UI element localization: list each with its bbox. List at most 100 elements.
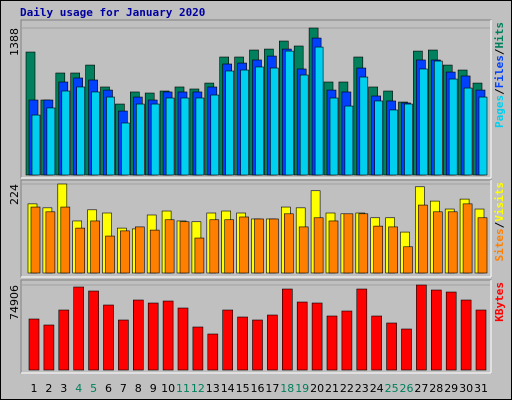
- bar: [371, 315, 383, 371]
- x-tick-label: 5: [90, 382, 97, 395]
- x-tick-label: 28: [429, 382, 443, 395]
- bar: [239, 216, 249, 274]
- legend: Sites/Visits: [493, 182, 506, 262]
- bar: [133, 299, 144, 371]
- x-tick-label: 16: [251, 382, 265, 395]
- bar: [45, 211, 56, 274]
- bar: [31, 114, 41, 176]
- bar: [344, 105, 354, 176]
- bar: [118, 319, 129, 371]
- x-tick-label: 22: [340, 382, 354, 395]
- bar: [147, 302, 159, 371]
- bar: [460, 299, 472, 371]
- bar: [91, 91, 100, 176]
- legend: Pages/Files/Hits: [493, 22, 506, 128]
- bar: [106, 96, 115, 176]
- x-tick-label: 7: [120, 382, 127, 395]
- bar: [61, 90, 71, 176]
- bar: [46, 107, 56, 176]
- bar: [76, 86, 85, 176]
- bar: [356, 288, 368, 371]
- bar: [75, 227, 85, 274]
- bar: [314, 46, 324, 176]
- x-tick-label: 18: [280, 382, 294, 395]
- legend-entry: Pages: [493, 95, 506, 128]
- bar: [149, 229, 160, 274]
- bar: [237, 316, 248, 371]
- bar: [386, 322, 397, 371]
- bar: [165, 97, 175, 176]
- x-tick-label: 4: [75, 382, 82, 395]
- legend-entry: Visits: [493, 182, 506, 222]
- legend-entry: Files: [493, 55, 506, 88]
- bar: [88, 290, 99, 371]
- bar: [373, 225, 384, 274]
- bar: [475, 309, 487, 371]
- bar: [192, 326, 204, 371]
- x-tick-label: 23: [355, 382, 369, 395]
- bar: [177, 307, 189, 371]
- x-tick-label: 6: [105, 382, 112, 395]
- legend-entry: Sites: [493, 228, 506, 261]
- bar: [58, 309, 70, 371]
- bar: [341, 310, 353, 371]
- bar: [240, 69, 249, 176]
- y-tick-label: 74906: [8, 285, 21, 320]
- bar: [313, 217, 324, 274]
- bar: [267, 314, 278, 371]
- bar: [252, 319, 263, 371]
- bar: [401, 328, 412, 371]
- bar: [359, 76, 369, 176]
- x-tick-label: 20: [310, 382, 324, 395]
- bar: [207, 333, 219, 371]
- x-tick-label: 10: [161, 382, 175, 395]
- bar: [447, 211, 458, 274]
- bar: [284, 50, 294, 176]
- bar: [150, 103, 160, 176]
- bar: [432, 211, 443, 274]
- bar: [43, 324, 55, 371]
- bar: [418, 204, 428, 274]
- bar: [222, 309, 233, 371]
- x-tick-label: 13: [206, 382, 220, 395]
- bar: [416, 284, 427, 371]
- x-tick-label: 31: [474, 382, 488, 395]
- bar: [60, 206, 71, 274]
- bar: [224, 219, 234, 274]
- x-tick-label: 8: [135, 382, 142, 395]
- bar: [296, 301, 308, 371]
- bar: [462, 203, 473, 274]
- x-tick-label: 17: [265, 382, 279, 395]
- bar: [255, 66, 264, 176]
- bar: [194, 237, 205, 274]
- bar: [389, 109, 398, 176]
- x-tick-label: 26: [400, 382, 414, 395]
- bar: [135, 226, 145, 274]
- bar: [419, 68, 428, 176]
- bar: [269, 218, 279, 274]
- bar: [121, 122, 130, 176]
- x-tick-label: 1: [31, 382, 38, 395]
- bar: [445, 291, 457, 371]
- x-tick-label: 12: [191, 382, 205, 395]
- x-tick-label: 24: [370, 382, 384, 395]
- x-tick-label: 27: [414, 382, 428, 395]
- bar: [283, 213, 294, 274]
- bar: [328, 220, 339, 274]
- legend-separator: /: [493, 48, 506, 55]
- x-tick-label: 21: [325, 382, 339, 395]
- bar: [478, 96, 488, 176]
- bar: [463, 87, 473, 176]
- bar: [281, 288, 293, 371]
- bar: [430, 289, 442, 371]
- x-tick-label: 29: [444, 382, 458, 395]
- x-tick-label: 2: [45, 382, 52, 395]
- bar: [103, 304, 114, 371]
- legend-entry: Hits: [493, 22, 506, 49]
- y-tick-label: 1388: [8, 28, 21, 56]
- bar: [403, 246, 413, 274]
- x-tick-label: 15: [236, 382, 250, 395]
- bar: [225, 70, 234, 176]
- chart-title: Daily usage for January 2020: [20, 6, 205, 19]
